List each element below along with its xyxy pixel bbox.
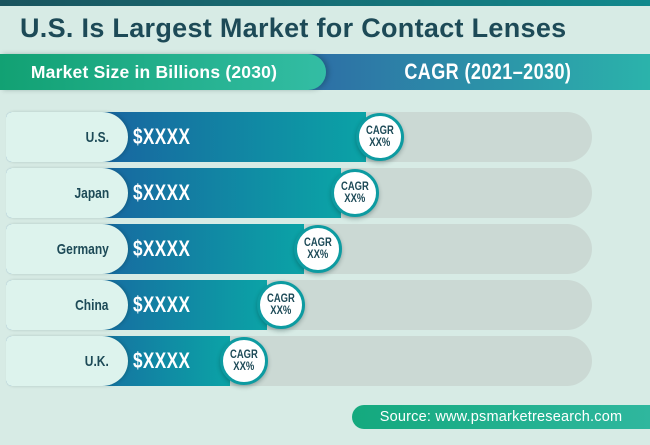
country-label-pill: Japan [6,168,128,218]
top-accent-strip [0,0,650,6]
chart-row: U.K. $XXXX CAGR XX% [6,336,592,386]
chart-row: China $XXXX CAGR XX% [6,280,592,330]
chart-row: Germany $XXXX CAGR XX% [6,224,592,274]
legend-cagr-label: CAGR (2021–2030) [404,59,572,84]
cagr-line1: CAGR [230,348,258,361]
cagr-line2: XX% [307,249,329,261]
chart-row: Japan $XXXX CAGR XX% [6,168,592,218]
market-size-value: $XXXX [133,180,191,205]
cagr-line2: XX% [270,305,292,317]
cagr-badge: CAGR XX% [356,113,404,161]
cagr-line2: XX% [344,193,366,205]
cagr-badge: CAGR XX% [257,281,305,329]
market-size-value: $XXXX [133,348,191,373]
country-label: Germany [56,240,109,258]
cagr-line1: CAGR [341,180,369,193]
chart-row: U.S. $XXXX CAGR XX% [6,112,592,162]
source-link-text[interactable]: Source: www.psmarketresearch.com [379,409,623,425]
country-label-pill: U.S. [6,112,128,162]
market-size-value: $XXXX [133,124,191,149]
cagr-badge: CAGR XX% [294,225,342,273]
legend-cagr-area: CAGR (2021–2030) [326,54,650,90]
country-label: U.S. [85,128,109,146]
country-label: Japan [74,184,109,202]
cagr-line1: CAGR [267,292,295,305]
page-title: U.S. Is Largest Market for Contact Lense… [20,13,567,43]
legend-band: Market Size in Billions (2030) CAGR (202… [0,54,650,90]
cagr-line2: XX% [233,361,255,373]
country-label-pill: Germany [6,224,128,274]
legend-market-size-pill: Market Size in Billions (2030) [0,54,326,90]
cagr-line2: XX% [369,137,391,149]
country-label: U.K. [84,352,109,370]
market-size-value: $XXXX [133,292,191,317]
cagr-line1: CAGR [366,124,394,137]
cagr-badge: CAGR XX% [331,169,379,217]
country-label: China [75,296,109,314]
legend-market-size-label: Market Size in Billions (2030) [30,61,278,82]
bar-chart: U.S. $XXXX CAGR XX% Japan $XXXX CAGR XX%… [6,112,592,392]
country-label-pill: China [6,280,128,330]
cagr-badge: CAGR XX% [220,337,268,385]
country-label-pill: U.K. [6,336,128,386]
source-pill[interactable]: Source: www.psmarketresearch.com [352,405,650,429]
market-size-value: $XXXX [133,236,191,261]
cagr-line1: CAGR [304,236,332,249]
